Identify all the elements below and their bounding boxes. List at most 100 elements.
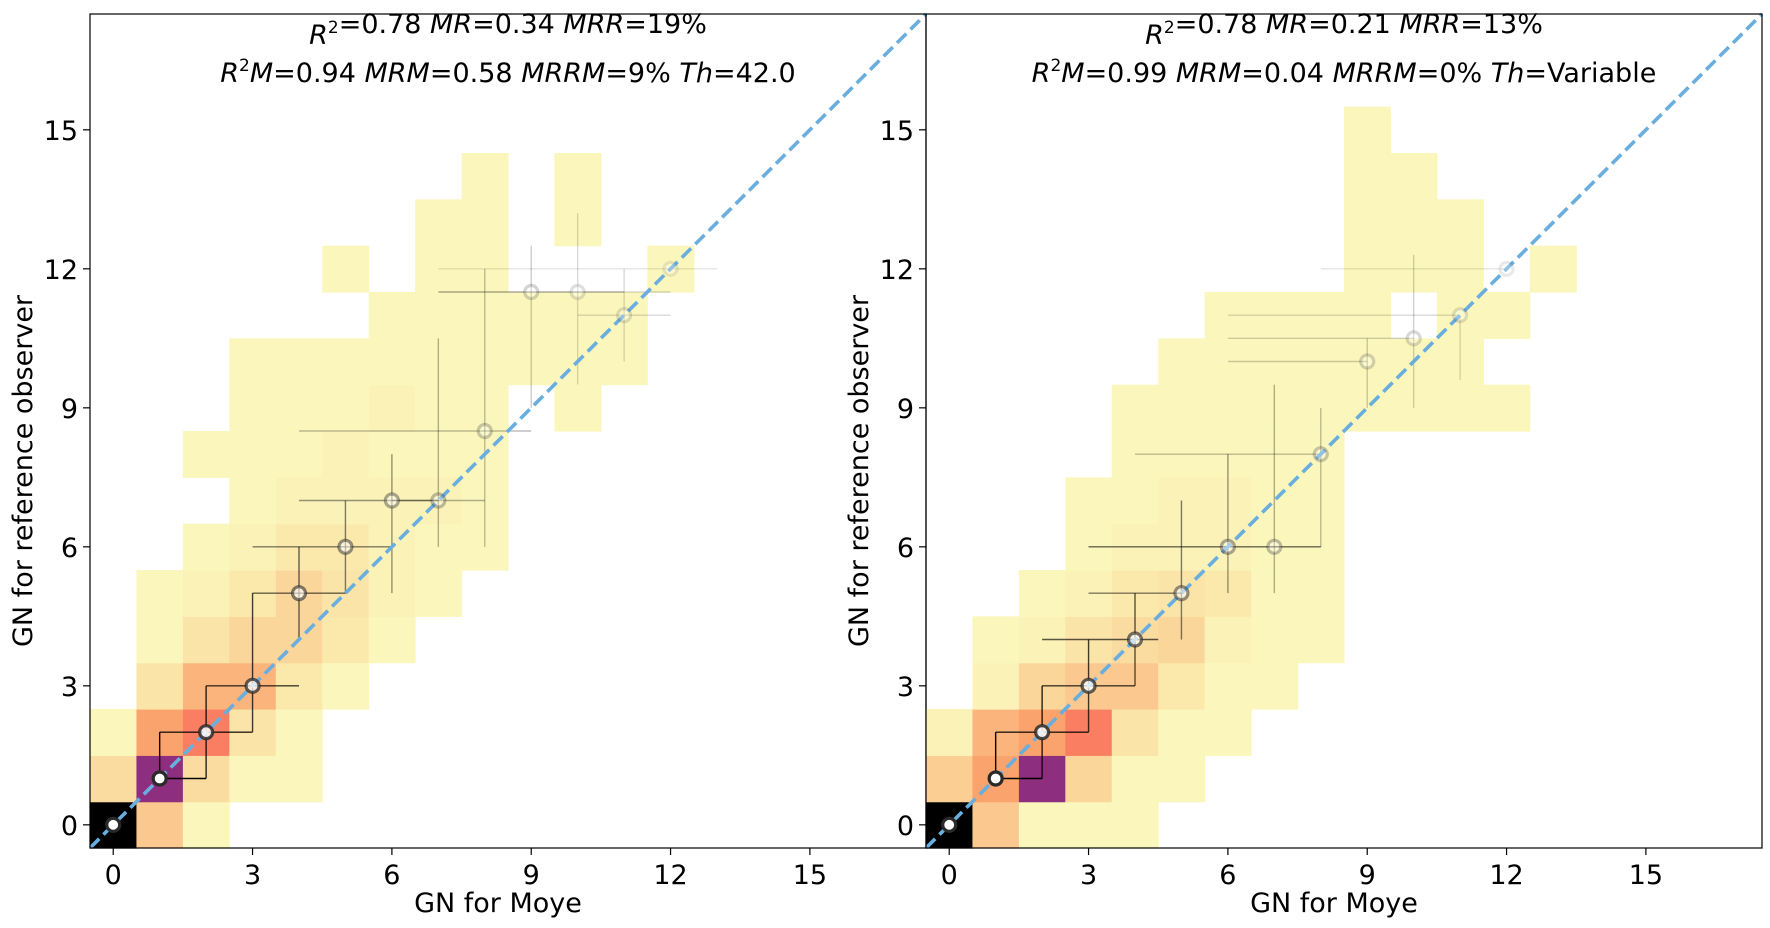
heatmap-cell	[368, 292, 416, 339]
heatmap-cell	[1251, 338, 1299, 386]
heatmap-cell	[1158, 709, 1206, 756]
heatmap-cell	[275, 431, 323, 478]
median-marker	[1452, 307, 1469, 324]
y-tick-label: 3	[897, 672, 914, 703]
heatmap-cell	[1111, 384, 1159, 432]
heatmap-cell	[554, 384, 602, 432]
heatmap-cell	[1204, 709, 1252, 756]
heatmap-cell	[1204, 384, 1252, 432]
heatmap-cell	[1158, 662, 1206, 710]
median-marker	[987, 770, 1004, 787]
median-marker	[430, 492, 447, 509]
title-line-2: R2M=0.99 MRM=0.04 MRRM=0% Th=Variable	[1032, 56, 1657, 89]
heatmap-cell	[275, 755, 323, 803]
heatmap-cell	[1065, 755, 1113, 803]
heatmap-cell	[415, 384, 463, 432]
heatmap-cell	[461, 384, 509, 432]
heatmap-cell	[1297, 477, 1345, 525]
heatmap-cell	[1204, 570, 1252, 617]
median-marker	[1312, 446, 1329, 463]
median-marker	[1080, 677, 1097, 694]
y-tick-label: 15	[880, 116, 914, 147]
left-panel: 0 3 6 9 12 15 0 3 6 9 12 15 R2=0.78 MR=0.34 MRR=19…	[8, 9, 928, 919]
heatmap-cell	[1111, 755, 1159, 803]
heatmap-cell	[368, 431, 416, 478]
heatmap-cell	[1344, 153, 1392, 200]
heatmap-cell	[508, 338, 556, 386]
heatmap-cell	[415, 199, 463, 247]
heatmap-cell	[554, 153, 602, 200]
heatmap-cell	[368, 338, 416, 386]
heatmap-cell	[972, 801, 1020, 849]
heatmap-cell	[275, 709, 323, 756]
heatmap-cell	[415, 292, 463, 339]
heatmap-cell	[461, 338, 509, 386]
identity-line	[88, 12, 928, 850]
heatmap-cell	[1158, 384, 1206, 432]
x-tick-label: 9	[523, 860, 540, 891]
heatmap-cell	[136, 570, 184, 617]
median-marker	[383, 492, 400, 509]
heatmap-cell	[90, 755, 138, 803]
heatmap-cell	[322, 431, 370, 478]
heatmap-cell	[1111, 709, 1159, 756]
median-marker	[1034, 724, 1051, 741]
median-marker	[616, 307, 633, 324]
heatmap-cell	[972, 662, 1020, 710]
x-tick-label: 15	[1629, 860, 1663, 891]
heatmap-cell	[1529, 245, 1577, 293]
heatmap-cell	[182, 431, 230, 478]
median-marker	[198, 724, 215, 741]
heatmap-cell	[368, 616, 416, 664]
x-axis-label: GN for Moye	[1250, 888, 1418, 919]
heatmap-cell	[1344, 199, 1392, 247]
x-tick-label: 6	[1219, 860, 1236, 891]
heatmap-cell	[322, 616, 370, 664]
heatmap-cell	[229, 477, 277, 525]
median-marker	[1173, 585, 1190, 602]
y-axis-label: GN for reference observer	[8, 294, 39, 647]
error-bars	[158, 213, 717, 780]
heatmap-cell	[229, 338, 277, 386]
right-panel: 0 3 6 9 12 15 0 3 6 9 12 15 R2=0.78 MR=0.21 MRR=13…	[844, 9, 1764, 919]
heatmap-cell	[1251, 570, 1299, 617]
heatmap-cell	[1297, 523, 1345, 571]
x-tick-label: 15	[793, 860, 827, 891]
heatmap-cell	[368, 384, 416, 432]
heatmap-cell	[415, 431, 463, 478]
heatmap-cell	[461, 245, 509, 293]
heatmap-cell	[554, 199, 602, 247]
median-markers	[105, 260, 679, 833]
heatmap-cell	[926, 755, 974, 803]
heatmap-cell	[600, 338, 648, 386]
heatmap-cell	[415, 338, 463, 386]
title-line-2: R2M=0.94 MRM=0.58 MRRM=9% Th=42.0	[220, 56, 795, 89]
x-tick-label: 0	[105, 860, 122, 891]
heatmap-cell	[1251, 616, 1299, 664]
median-marker	[1126, 631, 1144, 648]
heatmap-cell	[1436, 245, 1484, 293]
y-tick-label: 6	[61, 533, 78, 564]
heatmap-cell	[1065, 801, 1113, 849]
heatmap-cell	[1390, 153, 1438, 200]
x-axis-label: GN for Moye	[414, 888, 582, 919]
heatmap-cell	[322, 245, 370, 293]
heatmap-cell	[1297, 338, 1345, 386]
y-tick-label: 3	[61, 672, 78, 703]
y-tick-label: 6	[897, 533, 914, 564]
heatmap-cells	[926, 106, 1577, 849]
heatmap-cell	[1390, 199, 1438, 247]
median-marker	[290, 585, 308, 602]
y-axis-ticks: 0 3 6 9 12 15	[880, 116, 926, 842]
x-tick-label: 6	[383, 860, 400, 891]
heatmap-cell	[1344, 245, 1392, 293]
heatmap-cell	[1251, 523, 1299, 571]
heatmap-cell	[1158, 338, 1206, 386]
y-tick-label: 0	[61, 811, 78, 842]
heatmap-cell	[1204, 292, 1252, 339]
heatmap-cell	[1436, 338, 1484, 386]
median-marker	[151, 770, 168, 787]
heatmap-cell	[972, 616, 1020, 664]
y-tick-label: 9	[61, 394, 78, 425]
